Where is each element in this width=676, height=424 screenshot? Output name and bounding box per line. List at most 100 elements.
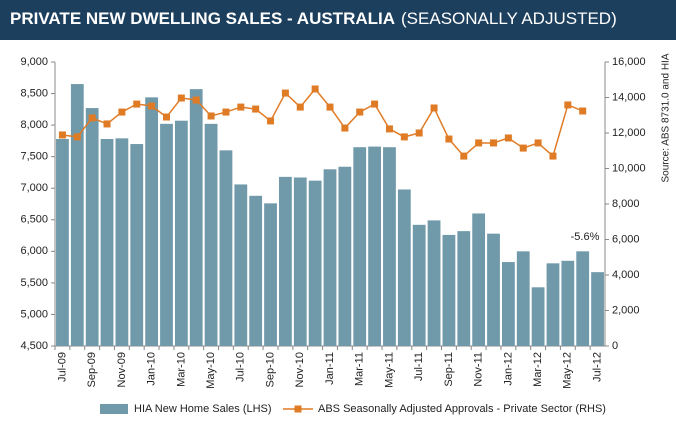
y-tick-label: 5,000 [20, 308, 48, 320]
bar [145, 97, 159, 346]
y2-tick-label: 10,000 [612, 162, 646, 174]
marker [237, 103, 245, 111]
bar [427, 220, 441, 346]
y-tick-label: 6,000 [20, 245, 48, 257]
marker [73, 133, 81, 141]
x-tick-label: Nov-11 [473, 352, 485, 387]
marker [162, 113, 170, 121]
marker [564, 101, 572, 109]
legend-label: HIA New Home Sales (LHS) [134, 403, 272, 415]
bar [85, 108, 99, 347]
marker [579, 107, 587, 115]
y-tick-label: 4,500 [20, 340, 48, 352]
bar [249, 195, 263, 346]
marker [103, 120, 111, 128]
bar [368, 146, 381, 346]
bar [219, 150, 233, 346]
bar [279, 176, 292, 346]
marker [252, 105, 260, 113]
marker [311, 85, 319, 93]
bar [338, 166, 352, 346]
legend-swatch [294, 405, 302, 413]
y-tick-label: 7,500 [20, 151, 48, 163]
marker [460, 152, 468, 160]
bar [457, 231, 471, 346]
source: Source: ABS 8731.0 and HIA [661, 53, 672, 182]
y-tick-label: 7,000 [20, 182, 48, 194]
bar [160, 123, 173, 346]
marker [267, 117, 275, 125]
marker [356, 108, 364, 116]
y2-tick-label: 0 [612, 340, 618, 352]
bar [546, 263, 560, 346]
marker [341, 124, 349, 132]
y-tick-label: 8,000 [20, 119, 48, 131]
bar [501, 262, 515, 346]
bar [174, 120, 188, 347]
marker [371, 100, 379, 108]
x-tick-label: Jul-12 [591, 352, 603, 382]
marker [430, 104, 438, 112]
marker [118, 108, 126, 116]
marker [207, 112, 215, 120]
bar [56, 138, 69, 346]
x-tick-label: Sep-11 [443, 352, 455, 387]
y2-tick-label: 12,000 [612, 127, 646, 139]
x-tick-label: May-11 [383, 352, 395, 388]
marker [133, 100, 141, 108]
bar [234, 184, 248, 346]
bar [487, 233, 500, 346]
x-tick-label: Mar-10 [175, 352, 187, 387]
bar [472, 213, 486, 346]
subtitle: (SEASONALLY ADJUSTED) [401, 9, 617, 28]
bar [100, 138, 114, 346]
marker [326, 103, 334, 111]
x-tick-label: Jul-09 [56, 352, 68, 382]
bar [130, 144, 144, 346]
legend-label: ABS Seasonally Adjusted Approvals - Priv… [318, 403, 606, 415]
marker [445, 135, 453, 143]
marker [549, 152, 557, 160]
bar [442, 234, 456, 346]
bar [397, 189, 411, 346]
bar [591, 272, 604, 346]
bar [264, 203, 277, 346]
bar [353, 147, 367, 346]
marker [192, 96, 200, 104]
marker [490, 139, 498, 147]
x-tick-label: Jan-11 [324, 352, 336, 385]
bar [293, 177, 307, 346]
y2-tick-label: 8,000 [612, 198, 640, 210]
bar [561, 260, 575, 346]
bar [516, 251, 530, 346]
title-bar [0, 0, 676, 40]
bar [189, 89, 203, 346]
marker [415, 129, 423, 137]
bar [204, 123, 218, 346]
marker [504, 134, 512, 142]
x-tick-label: Sep-10 [264, 352, 276, 387]
y2-tick-label: 6,000 [612, 233, 640, 245]
legend-swatch [100, 404, 128, 414]
marker [519, 144, 527, 152]
y-tick-label: 6,500 [20, 214, 48, 226]
marker [177, 94, 185, 102]
x-tick-label: Jul-10 [235, 352, 247, 382]
bar [412, 224, 426, 346]
title-main: PRIVATE NEW DWELLING SALES - AUSTRALIA [10, 9, 395, 28]
bar [323, 169, 337, 346]
bar [576, 251, 590, 346]
marker [222, 108, 230, 116]
bar [383, 147, 396, 346]
marker [385, 125, 393, 133]
x-tick-label: Nov-10 [294, 352, 306, 387]
marker [148, 102, 156, 110]
x-tick-label: Sep-09 [86, 352, 98, 387]
marker [281, 89, 289, 97]
bar [531, 287, 545, 346]
marker [534, 139, 542, 147]
marker [296, 103, 304, 111]
marker [58, 131, 66, 139]
x-tick-label: Jan-10 [146, 352, 158, 386]
